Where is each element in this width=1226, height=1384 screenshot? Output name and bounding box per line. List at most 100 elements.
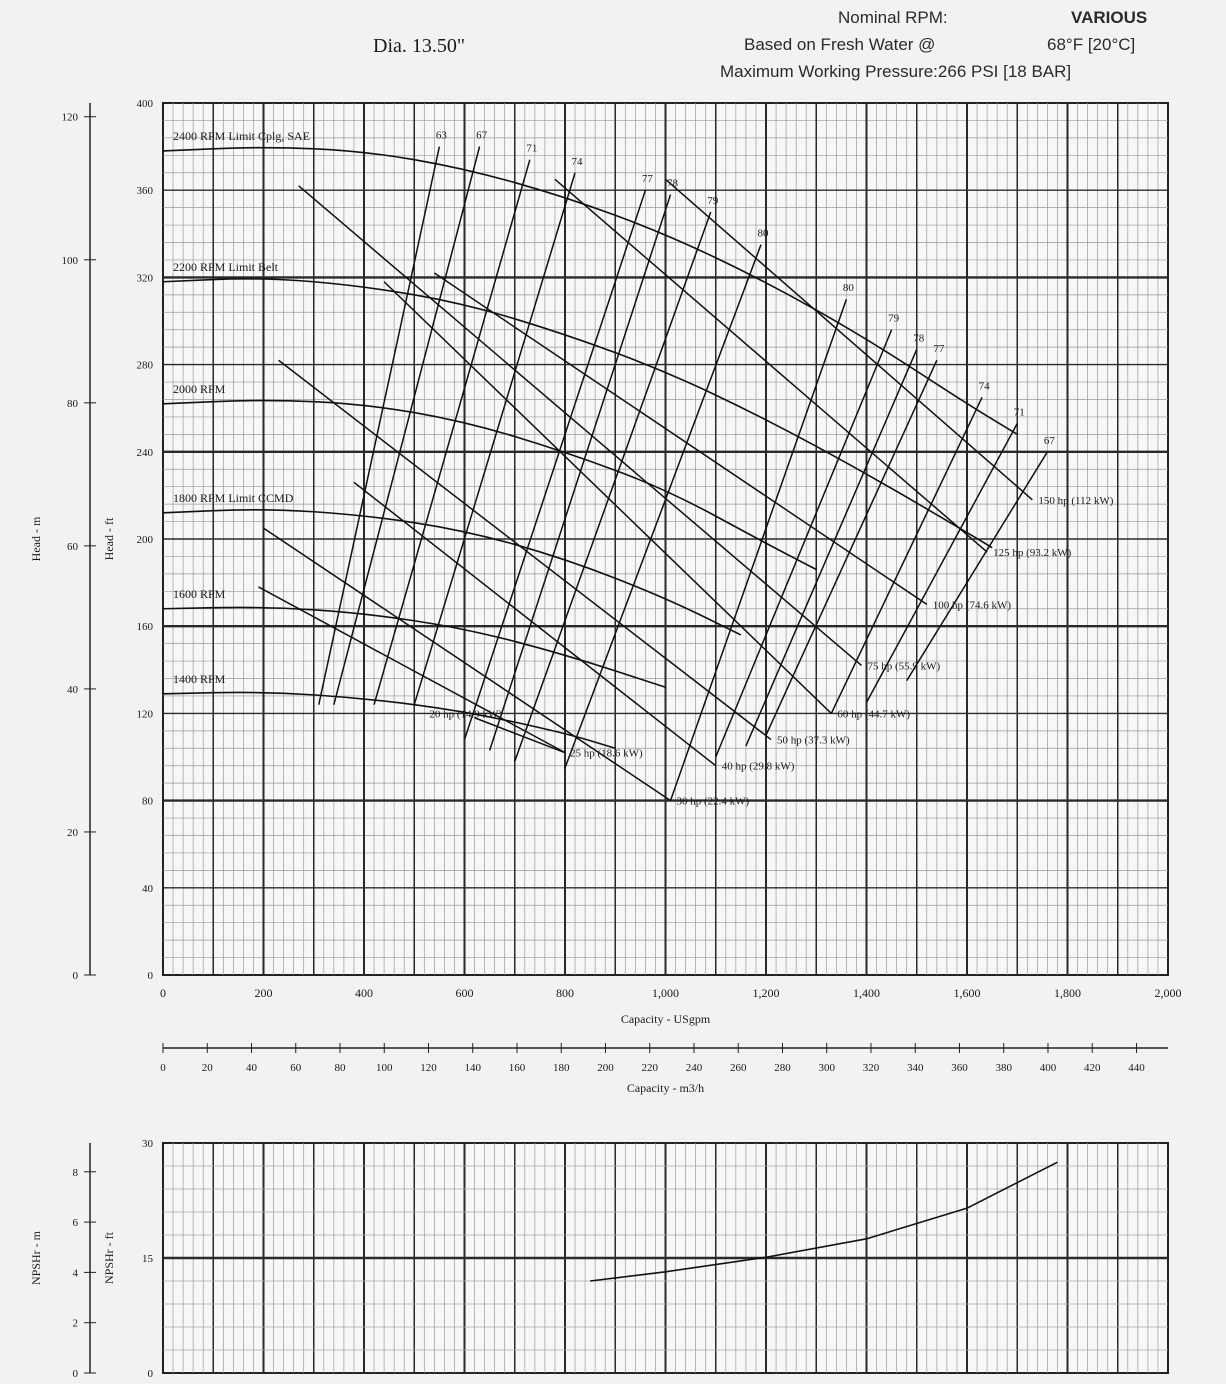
efficiency-line [715,329,893,758]
y2-tick-label: 0 [73,970,79,982]
x2-tick-label: 40 [246,1062,258,1074]
efficiency-line [669,298,848,801]
rpm-curve [162,691,616,750]
y2-tick-label: 120 [62,112,79,124]
power-line [554,178,988,553]
nominal-rpm-value: VARIOUS [1071,8,1148,27]
y-tick-label: 280 [137,360,154,372]
npsh-y-tick-label: 0 [148,1368,154,1380]
x2-tick-label: 120 [420,1062,437,1074]
efficiency-line [745,349,918,747]
efficiency-label: 78 [667,178,679,190]
power-label: 40 hp (29.8 kW) [722,761,795,773]
x2-axis-label: Capacity - m3/h [627,1081,704,1095]
efficiency-label: 67 [1044,435,1056,447]
x2-tick-label: 420 [1084,1062,1101,1074]
npsh-y2-tick-label: 6 [73,1217,79,1229]
efficiency-line [564,244,762,769]
power-label: 25 hp (18.6 kW) [570,748,643,760]
efficiency-line [373,159,531,705]
y-tick-label: 0 [148,970,154,982]
y-tick-label: 120 [137,708,154,720]
npsh-y-tick-label: 30 [142,1138,154,1150]
x2-tick-label: 0 [160,1062,166,1074]
efficiency-line [906,451,1049,682]
y-tick-label: 320 [137,272,154,284]
power-line [383,281,832,714]
nominal-rpm-label: Nominal RPM: [838,8,948,27]
efficiency-line [333,146,481,705]
rpm-curve-label: 2200 RPM Limit Belt [173,260,279,274]
x2-tick-label: 20 [202,1062,214,1074]
power-line [298,185,862,667]
power-line [353,481,717,767]
efficiency-line [463,189,647,740]
x-tick-label: 1,800 [1054,986,1081,1000]
rpm-curve-label: 1600 RPM [173,587,226,601]
power-line [263,527,671,802]
efficiency-label: 79 [707,195,719,207]
efficiency-label: 79 [888,313,900,325]
power-line [433,272,928,606]
npsh-y2-axis-label: NPSHr - m [29,1230,43,1285]
power-label: 100 hp (74.6 kW) [933,599,1012,611]
max-pressure-label: Maximum Working Pressure:266 PSI [18 BAR… [720,62,1072,81]
efficiency-line [865,423,1018,703]
rpm-curve-label: 1400 RPM [173,672,226,686]
x2-tick-label: 100 [376,1062,393,1074]
x2-tick-label: 340 [907,1062,924,1074]
npsh-curve [590,1161,1058,1282]
y-tick-label: 400 [137,98,154,110]
fresh-water-label: Based on Fresh Water @ [744,35,936,54]
efficiency-line [488,194,672,751]
efficiency-label: 78 [913,332,925,344]
power-label: 125 hp (93.2 kW) [993,547,1072,559]
power-label: 60 hp (44.7 kW) [837,708,910,720]
x2-tick-label: 220 [641,1062,658,1074]
x-axis-label: Capacity - USgpm [621,1012,711,1026]
y-tick-label: 240 [137,447,154,459]
x-tick-label: 400 [355,986,373,1000]
npsh-y2-tick-label: 4 [73,1267,79,1279]
efficiency-label: 80 [757,228,769,240]
power-label: 30 hp (22.4 kW) [677,796,750,808]
x2-tick-label: 440 [1128,1062,1145,1074]
power-line [474,717,566,754]
x-tick-label: 0 [160,986,166,1000]
rpm-curve [162,278,993,549]
power-line [258,586,566,754]
efficiency-label: 67 [476,130,488,142]
x2-tick-label: 80 [334,1062,346,1074]
y2-tick-label: 100 [62,255,79,267]
y-axis-label: Head - ft [102,517,116,560]
x-tick-label: 200 [255,986,273,1000]
efficiency-line [514,211,712,762]
y2-tick-label: 40 [67,684,79,696]
x-tick-label: 1,600 [954,986,981,1000]
power-label: 75 hp (55.9 kW) [867,660,940,672]
npsh-y-tick-label: 15 [142,1253,154,1265]
x-tick-label: 2,000 [1155,986,1182,1000]
x-tick-label: 1,400 [853,986,880,1000]
power-label: 20 hp (14.9 kW) [429,708,502,720]
npsh-y-axis-label: NPSHr - ft [102,1231,116,1284]
efficiency-label: 74 [979,380,991,392]
x2-tick-label: 240 [686,1062,703,1074]
efficiency-label: 77 [933,343,945,355]
power-line [278,359,772,741]
x2-tick-label: 320 [863,1062,880,1074]
npsh-y2-tick-label: 2 [73,1318,79,1330]
y-tick-label: 80 [142,796,154,808]
npsh-y2-tick-label: 8 [73,1167,79,1179]
y2-tick-label: 20 [67,827,79,839]
rpm-curve [162,399,817,571]
x2-tick-label: 200 [597,1062,614,1074]
power-label: 50 hp (37.3 kW) [777,735,850,747]
x2-tick-label: 280 [774,1062,791,1074]
x-tick-label: 600 [456,986,474,1000]
y-tick-label: 360 [137,185,154,197]
x-tick-label: 800 [556,986,574,1000]
x-tick-label: 1,000 [652,986,679,1000]
rpm-curve-label: 2000 RPM [173,382,226,396]
